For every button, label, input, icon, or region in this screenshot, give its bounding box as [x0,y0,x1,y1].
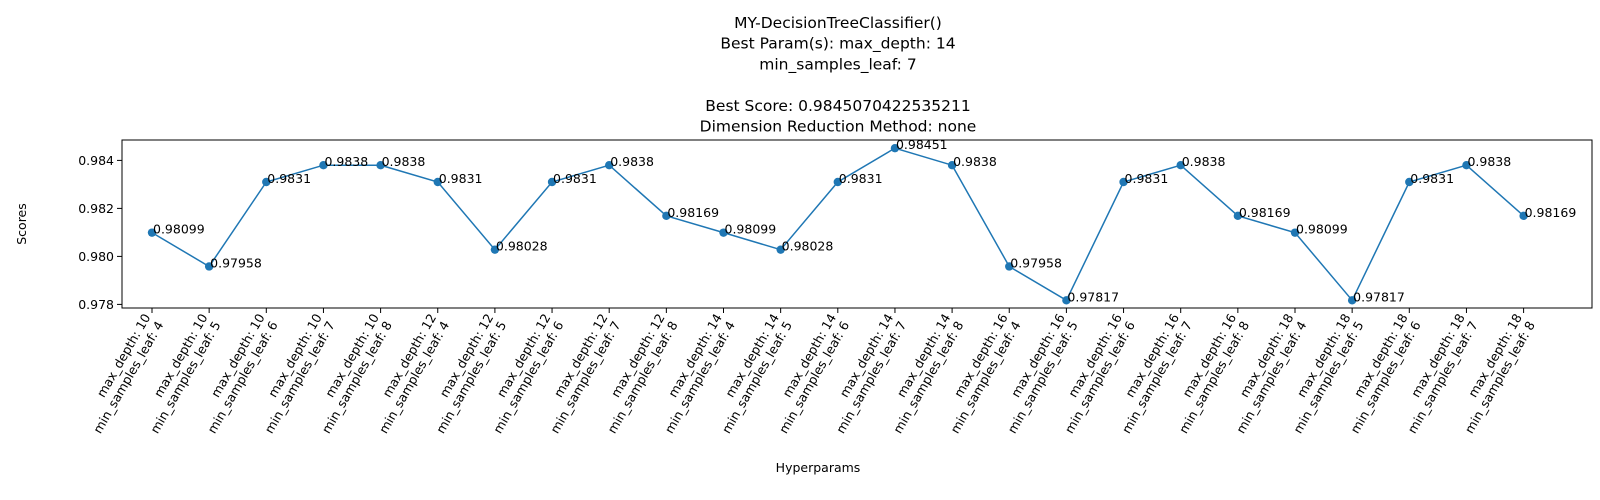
data-label: 0.98028 [782,239,834,254]
data-point [719,228,728,237]
y-tick-label: 0.982 [78,201,114,216]
data-label: 0.9838 [953,154,997,169]
data-point [662,211,671,221]
data-point [1405,177,1414,187]
data-point [376,161,385,170]
data-label: 0.9838 [324,154,368,169]
title-line: Best Param(s): max_depth: 14 [720,35,955,54]
data-label: 0.97958 [1010,255,1062,270]
y-tick-label: 0.978 [78,297,114,312]
data-label: 0.9831 [553,171,597,186]
data-point [1519,211,1528,221]
y-tick-label: 0.984 [78,153,114,168]
data-point [947,161,957,170]
data-label: 0.9831 [1410,171,1454,186]
data-label: 0.98169 [667,205,719,220]
data-label: 0.98099 [153,222,205,237]
data-point [890,143,900,153]
data-point [1119,177,1128,187]
data-label: 0.9831 [1125,171,1169,186]
data-label: 0.98028 [496,239,548,254]
data-label: 0.98099 [1296,222,1348,237]
title-line: min_samples_leaf: 7 [759,55,916,74]
plot-area [121,139,1593,309]
data-label: 0.9838 [382,154,426,169]
y-tick-label: 0.980 [78,249,114,264]
data-point [1233,211,1243,221]
data-point [1462,161,1471,170]
y-axis: 0.978 0.980 0.982 0.984 [78,153,122,312]
data-point [1005,262,1014,271]
x-axis-label: Hyperparams [776,460,861,475]
data-label: 0.97817 [1067,289,1119,304]
data-point [319,161,328,170]
data-point [433,177,442,187]
title-line: Best Score: 0.9845070422535211 [705,97,970,115]
data-label: 0.97817 [1353,289,1405,304]
data-label: 0.98451 [896,137,948,152]
data-point [1062,296,1071,305]
data-point [1290,228,1300,237]
chart-title: MY-DecisionTreeClassifier() Best Param(s)… [700,14,977,136]
data-label: 0.98169 [1239,205,1291,220]
data-label: 0.9831 [439,171,483,186]
data-point [1176,161,1185,170]
title-line: MY-DecisionTreeClassifier() [734,14,942,32]
data-point [833,177,842,187]
data-label: 0.98169 [1525,205,1577,220]
title-line: Dimension Reduction Method: none [700,118,977,136]
data-point [490,245,500,254]
data-label: 0.9838 [1467,154,1511,169]
data-label: 0.97958 [210,255,262,270]
data-point [605,161,614,170]
data-label: 0.9831 [839,171,883,186]
data-labels: 0.98099 0.97958 0.9831 0.9838 0.9838 0.9831 0.… [153,137,1576,304]
data-point [1347,296,1357,305]
data-point [547,177,557,187]
data-point [204,262,214,271]
y-axis-label: Scores [14,203,29,245]
data-label: 0.9838 [1182,154,1226,169]
data-point [262,177,271,187]
series-line-group [147,143,1528,305]
data-point [776,245,785,254]
data-label: 0.9838 [610,154,654,169]
data-label: 0.98099 [725,222,777,237]
data-point [147,228,157,237]
data-label: 0.9831 [267,171,311,186]
